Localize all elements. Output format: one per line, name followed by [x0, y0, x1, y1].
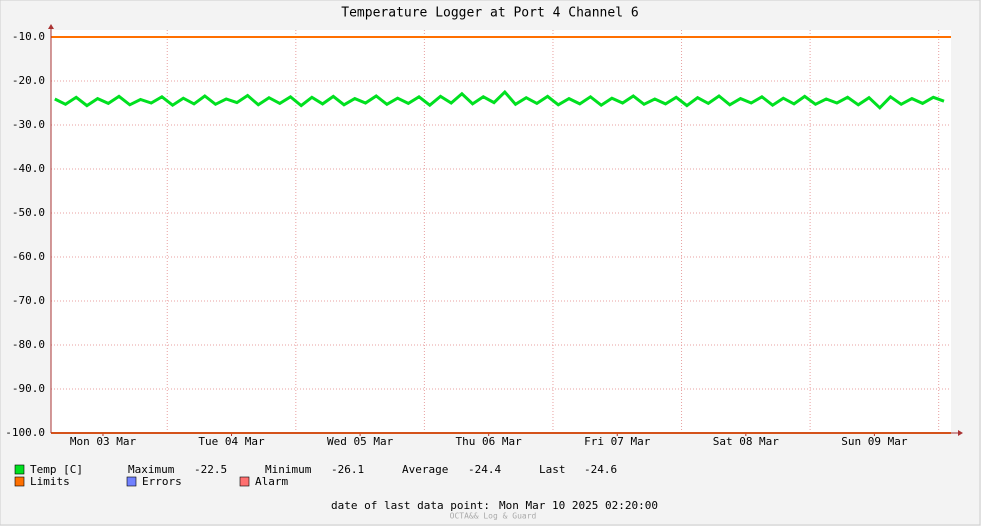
y-tick-label: -20.0	[12, 74, 45, 87]
x-tick-label: Sun 09 Mar	[841, 435, 908, 448]
legend-swatch	[239, 476, 250, 487]
x-tick-label: Fri 07 Mar	[584, 435, 651, 448]
x-tick-label: Wed 05 Mar	[327, 435, 394, 448]
legend-label: Alarm	[255, 475, 288, 488]
stat-name: Minimum	[265, 463, 312, 476]
y-tick-label: -50.0	[12, 206, 45, 219]
footer-label: date of last data point:	[331, 499, 490, 512]
legend-label: Limits	[30, 475, 70, 488]
stat-value: -26.1	[331, 463, 364, 476]
chart-title: Temperature Logger at Port 4 Channel 6	[341, 6, 638, 21]
series-line	[54, 89, 945, 110]
y-tick-label: -70.0	[12, 294, 45, 307]
y-tick-label: -100.0	[5, 426, 45, 439]
legend-swatch	[126, 476, 137, 487]
stat-name: Last	[539, 463, 566, 476]
legend-swatch	[14, 464, 25, 475]
stat-name: Maximum	[128, 463, 175, 476]
stat-value: -22.5	[194, 463, 227, 476]
legend-label: Temp [C]	[30, 463, 83, 476]
watermark: OCTA&& Log & Guard	[450, 512, 537, 521]
x-tick-label: Tue 04 Mar	[198, 435, 265, 448]
stat-value: -24.4	[468, 463, 501, 476]
stat-name: Average	[402, 463, 448, 476]
y-tick-label: -80.0	[12, 338, 45, 351]
y-tick-label: -10.0	[12, 30, 45, 43]
y-axis-arrow	[48, 24, 54, 29]
x-tick-label: Sat 08 Mar	[713, 435, 780, 448]
plot-area	[51, 30, 951, 433]
stat-value: -24.6	[584, 463, 617, 476]
legend-swatch	[14, 476, 25, 487]
y-tick-label: -60.0	[12, 250, 45, 263]
legend-label: Errors	[142, 475, 182, 488]
y-tick-label: -40.0	[12, 162, 45, 175]
y-tick-label: -90.0	[12, 382, 45, 395]
x-tick-label: Thu 06 Mar	[456, 435, 523, 448]
y-tick-label: -30.0	[12, 118, 45, 131]
x-tick-label: Mon 03 Mar	[70, 435, 137, 448]
x-axis-arrow	[958, 430, 963, 436]
footer-date: Mon Mar 10 2025 02:20:00	[499, 499, 658, 512]
